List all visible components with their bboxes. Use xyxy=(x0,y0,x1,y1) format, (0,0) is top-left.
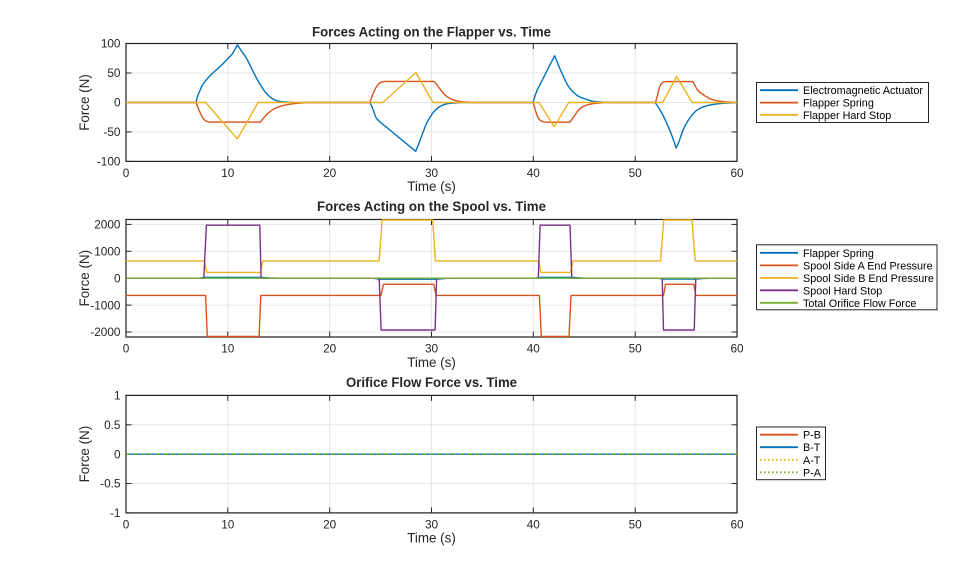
svg-text:P-A: P-A xyxy=(803,467,822,479)
svg-text:0: 0 xyxy=(123,342,130,356)
svg-text:0.5: 0.5 xyxy=(104,418,121,432)
svg-text:10: 10 xyxy=(221,517,235,531)
svg-text:30: 30 xyxy=(425,342,439,356)
svg-text:1000: 1000 xyxy=(94,245,121,259)
svg-text:Force (N): Force (N) xyxy=(77,74,92,131)
svg-text:-1: -1 xyxy=(110,506,121,520)
svg-text:100: 100 xyxy=(101,37,121,51)
svg-text:2000: 2000 xyxy=(94,218,121,232)
svg-text:60: 60 xyxy=(730,166,744,180)
svg-text:-2000: -2000 xyxy=(90,325,121,339)
svg-text:Forces Acting on the Flapper v: Forces Acting on the Flapper vs. Time xyxy=(312,24,551,40)
svg-text:B-T: B-T xyxy=(803,442,821,454)
svg-text:50: 50 xyxy=(629,342,643,356)
svg-text:Time (s): Time (s) xyxy=(407,179,456,194)
svg-text:50: 50 xyxy=(629,166,643,180)
svg-text:Spool Side B End Pressure: Spool Side B End Pressure xyxy=(803,273,934,285)
svg-text:0: 0 xyxy=(114,271,121,285)
svg-text:60: 60 xyxy=(730,342,744,356)
svg-text:-1000: -1000 xyxy=(90,298,121,312)
svg-text:0: 0 xyxy=(114,96,121,110)
svg-text:30: 30 xyxy=(425,517,439,531)
svg-text:Time (s): Time (s) xyxy=(407,531,456,546)
svg-text:Flapper Spring: Flapper Spring xyxy=(803,98,874,110)
svg-text:10: 10 xyxy=(221,166,235,180)
svg-text:-50: -50 xyxy=(103,125,120,139)
svg-text:40: 40 xyxy=(527,166,541,180)
svg-text:Electromagnetic Actuator: Electromagnetic Actuator xyxy=(803,85,923,97)
svg-text:50: 50 xyxy=(107,66,121,80)
svg-text:20: 20 xyxy=(323,342,337,356)
svg-text:10: 10 xyxy=(221,342,235,356)
svg-text:50: 50 xyxy=(629,517,643,531)
svg-text:40: 40 xyxy=(527,342,541,356)
svg-text:60: 60 xyxy=(730,517,744,531)
svg-text:0: 0 xyxy=(114,447,121,461)
svg-text:P-B: P-B xyxy=(803,430,821,442)
svg-text:Orifice Flow Force vs. Time: Orifice Flow Force vs. Time xyxy=(346,374,517,390)
svg-text:Time (s): Time (s) xyxy=(407,355,456,370)
svg-text:Flapper Spring: Flapper Spring xyxy=(803,248,874,260)
svg-text:Force (N): Force (N) xyxy=(77,250,92,307)
svg-text:Total Orifice Flow Force: Total Orifice Flow Force xyxy=(803,298,916,310)
svg-text:0: 0 xyxy=(123,166,130,180)
svg-text:Spool Hard Stop: Spool Hard Stop xyxy=(803,285,882,297)
svg-text:A-T: A-T xyxy=(803,455,821,467)
svg-text:40: 40 xyxy=(527,517,541,531)
svg-text:Forces Acting on the Spool vs.: Forces Acting on the Spool vs. Time xyxy=(317,198,546,214)
svg-text:Spool Side A End Pressure: Spool Side A End Pressure xyxy=(803,260,933,272)
svg-text:30: 30 xyxy=(425,166,439,180)
svg-text:1: 1 xyxy=(114,389,121,403)
svg-text:20: 20 xyxy=(323,517,337,531)
svg-text:0: 0 xyxy=(123,517,130,531)
svg-text:Flapper Hard Stop: Flapper Hard Stop xyxy=(803,110,891,122)
svg-text:-0.5: -0.5 xyxy=(100,477,121,491)
svg-text:-100: -100 xyxy=(97,155,121,169)
svg-text:20: 20 xyxy=(323,166,337,180)
svg-text:Force (N): Force (N) xyxy=(77,426,92,483)
